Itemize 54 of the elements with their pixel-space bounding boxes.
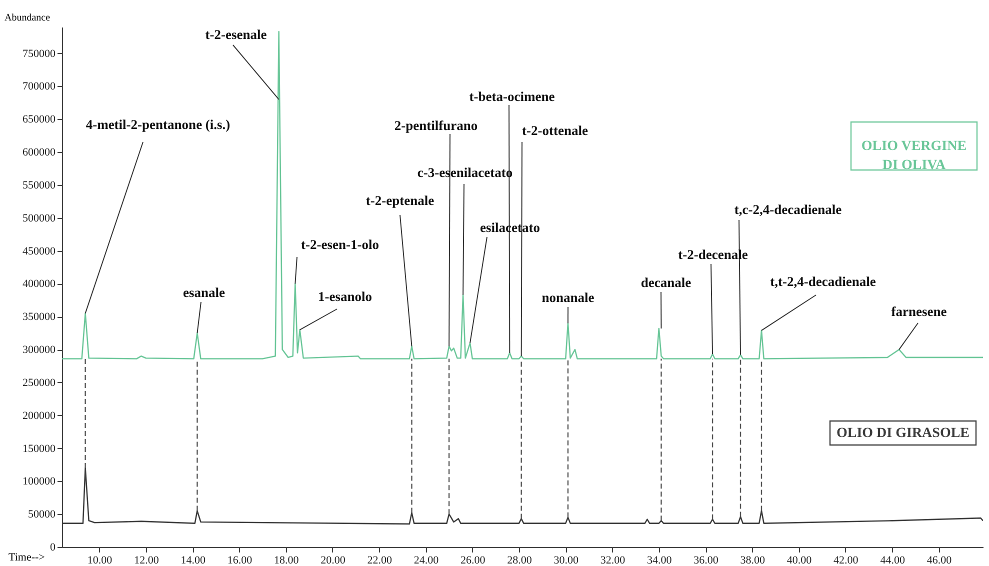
y-tick-label: 500000: [22, 212, 56, 224]
x-tick-label: 40.00: [786, 554, 812, 566]
y-tick-label: 250000: [22, 376, 56, 389]
x-tick-label: 38.00: [740, 554, 766, 566]
x-tick-label: 20.00: [320, 554, 346, 566]
x-tick-label: 36.00: [694, 554, 719, 566]
annotation: t,t-2,4-decadienale: [770, 274, 876, 289]
y-tick-label: 550000: [22, 179, 56, 192]
annotation: farnesene: [891, 304, 947, 319]
annotation: t-2-esenale: [205, 27, 267, 42]
x-axis-title: Time-->: [8, 552, 45, 564]
y-tick-label: 300000: [22, 344, 56, 356]
text: OLIO VERGINE DI OLIVA: [861, 139, 967, 173]
y-tick-label: 350000: [22, 311, 56, 324]
x-tick-label: 26.00: [460, 554, 486, 566]
x-tick-label: 42.00: [834, 554, 859, 566]
y-tick-label: 650000: [22, 114, 56, 126]
annotation: t-2-esen-1-olo: [301, 237, 380, 252]
x-tick-label: 14.00: [180, 554, 206, 566]
x-tick-label: 28.00: [507, 554, 532, 566]
x-tick-label: 18.00: [274, 554, 300, 566]
annotation: 2-pentilfurano: [394, 118, 478, 133]
annotation: t,c-2,4-decadienale: [734, 202, 842, 217]
text: OLIO DI GIRASOLE: [836, 426, 970, 441]
y-tick-label: 150000: [22, 442, 56, 455]
x-tick-label: 32.00: [600, 554, 626, 566]
line-series: [62, 30, 983, 360]
x-tick-label: 22.00: [367, 554, 392, 566]
y-tick-label: 0: [50, 542, 56, 554]
annotation: esanale: [183, 285, 226, 300]
y-tick-label: 450000: [22, 245, 56, 258]
x-tick-label: 24.00: [414, 554, 440, 566]
y-tick-label: 100000: [22, 476, 56, 488]
annotation: nonanale: [542, 290, 594, 305]
annotation: t-2-eptenale: [366, 193, 434, 208]
annotation: 1-esanolo: [318, 289, 372, 304]
y-tick-label: 400000: [22, 278, 56, 290]
annotation: decanale: [640, 275, 692, 290]
x-tick-label: 30.00: [554, 554, 580, 566]
y-tick-label: 600000: [22, 146, 56, 159]
x-tick-label: 44.00: [880, 554, 906, 566]
y-tick-label: 700000: [22, 80, 56, 93]
x-tick-label: 16.00: [227, 554, 253, 566]
y-tick-label: 50000: [28, 508, 56, 521]
y-axis-title: Abundance: [4, 12, 51, 24]
x-tick-label: 12.00: [134, 554, 160, 566]
x-tick-label: 10.00: [87, 554, 113, 566]
y-tick-label: 200000: [22, 410, 56, 422]
annotation: 4-metil-2-pentanone (i.s.): [86, 117, 230, 132]
annotation: t-2-ottenale: [522, 123, 588, 138]
y-tick-label: 750000: [22, 48, 56, 60]
annotation: t-beta-ocimene: [469, 89, 555, 104]
x-tick-label: 34.00: [647, 554, 672, 566]
x-tick-label: 46.00: [926, 554, 952, 566]
